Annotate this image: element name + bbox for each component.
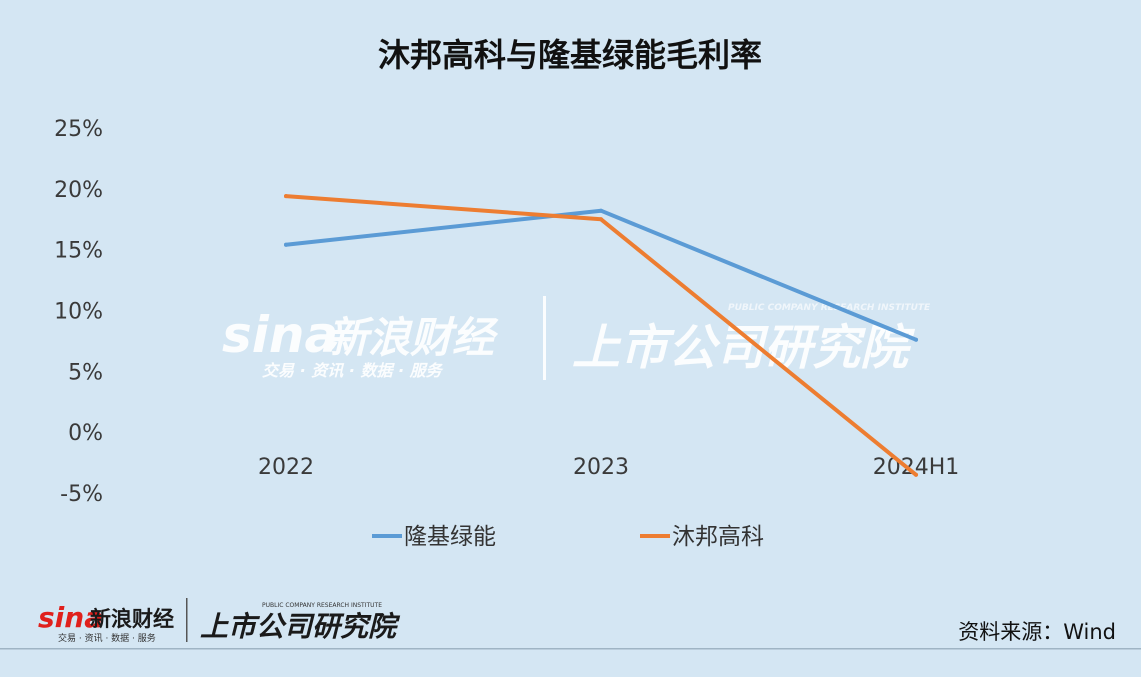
data-point [599, 217, 603, 222]
x-axis: 2022 2023 2024H1 [258, 455, 959, 480]
data-point [914, 472, 918, 477]
legend-item: 沐邦高科 [640, 524, 764, 550]
footer-logo-divider [186, 598, 188, 642]
footer-sina-tagline: 交易 · 资讯 · 数据 · 服务 [58, 632, 156, 644]
watermark-divider [543, 296, 546, 380]
y-tick-label: 15% [54, 239, 103, 264]
watermark-sina-name: 新浪财经 [326, 313, 499, 362]
data-point [284, 242, 288, 247]
y-tick-label: 20% [54, 178, 103, 203]
x-tick-label: 2022 [258, 455, 314, 480]
legend-label: 隆基绿能 [404, 524, 496, 550]
y-tick-label: 10% [54, 300, 103, 325]
footer-sina-brand: sina [38, 601, 103, 634]
footer-logo: sina 新浪财经 交易 · 资讯 · 数据 · 服务 上市公司研究院 PUBL… [38, 598, 401, 644]
watermark-sina-tagline: 交易 · 资讯 · 数据 · 服务 [262, 361, 444, 380]
watermark-sina-brand: sina [222, 306, 338, 364]
y-tick-label: 0% [68, 421, 103, 446]
plot-lines [284, 194, 918, 477]
y-axis: 25% 20% 15% 10% 5% 0% -5% [54, 117, 103, 507]
footer-sina-name: 新浪财经 [90, 607, 174, 631]
legend: 隆基绿能 沐邦高科 [372, 524, 764, 550]
legend-item: 隆基绿能 [372, 524, 496, 550]
footer-institute-name: 上市公司研究院 [200, 610, 401, 643]
footer-institute-english: PUBLIC COMPANY RESEARCH INSTITUTE [262, 602, 382, 609]
data-point [599, 208, 603, 213]
y-tick-label: 25% [54, 117, 103, 142]
x-tick-label: 2023 [573, 455, 629, 480]
legend-label: 沐邦高科 [672, 524, 764, 550]
bottom-rule [0, 648, 1141, 650]
watermark-institute-name: 上市公司研究院 [572, 320, 916, 376]
data-point [284, 194, 288, 199]
watermark-institute-english: PUBLIC COMPANY RESEARCH INSTITUTE [728, 303, 931, 313]
y-tick-label: 5% [68, 360, 103, 385]
source-note: 资料来源：Wind [958, 620, 1116, 644]
data-point [914, 337, 918, 342]
watermark: sina 新浪财经 交易 · 资讯 · 数据 · 服务 上市公司研究院 PUBL… [222, 296, 931, 380]
y-tick-label: -5% [60, 482, 103, 507]
chart-title: 沐邦高科与隆基绿能毛利率 [378, 36, 762, 74]
